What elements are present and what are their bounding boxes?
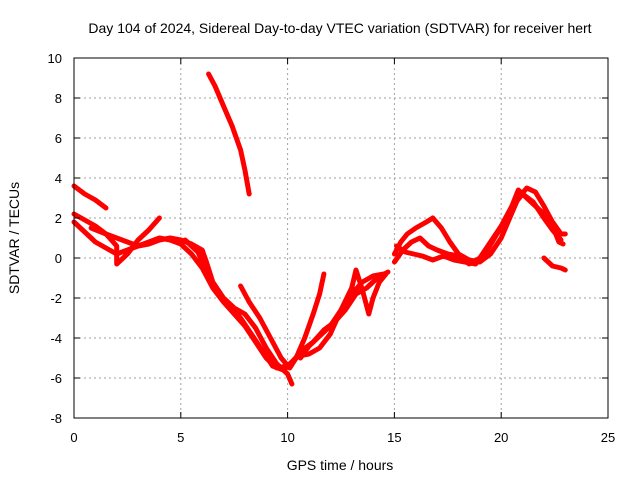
y-tick-label: -2	[50, 291, 62, 306]
chart-title: Day 104 of 2024, Sidereal Day-to-day VTE…	[88, 20, 591, 36]
y-tick-label: 4	[55, 171, 62, 186]
x-tick-labels: 0 5 10 15 20 25	[70, 430, 615, 445]
series-track-7	[297, 267, 389, 361]
y-tick-label: -8	[50, 411, 62, 426]
y-tick-label: 0	[55, 251, 62, 266]
y-tick-label: -6	[50, 371, 62, 386]
y-tick-labels: -8 -6 -4 -2 0 2 4 6 8 10	[48, 51, 62, 426]
series-track-6	[238, 271, 327, 371]
x-tick-label: 20	[494, 430, 508, 445]
y-tick-label: 6	[55, 131, 62, 146]
x-tick-label: 0	[70, 430, 77, 445]
y-axis-label: SDTVAR / TECUs	[6, 182, 22, 294]
plot-frame	[73, 57, 609, 419]
series-track-11	[394, 191, 564, 267]
x-tick-label: 25	[601, 430, 615, 445]
y-tick-label: 2	[55, 211, 62, 226]
y-tick-label: -4	[50, 331, 62, 346]
series-track-4	[88, 215, 162, 267]
series-track-5	[182, 237, 391, 373]
y-tick-label: 8	[55, 91, 62, 106]
series-track-9	[391, 185, 568, 265]
series-track-8	[206, 71, 252, 197]
x-tick-label: 10	[280, 430, 294, 445]
series-track-3	[71, 219, 387, 371]
x-axis-label: GPS time / hours	[287, 457, 394, 473]
gridlines	[74, 58, 608, 418]
y-tick-label: 10	[48, 51, 62, 66]
tick-marks	[73, 57, 609, 419]
x-tick-label: 5	[177, 430, 184, 445]
data-series-group	[71, 71, 568, 387]
x-tick-label: 15	[387, 430, 401, 445]
series-track-1	[71, 183, 109, 211]
series-track-12	[541, 255, 568, 273]
